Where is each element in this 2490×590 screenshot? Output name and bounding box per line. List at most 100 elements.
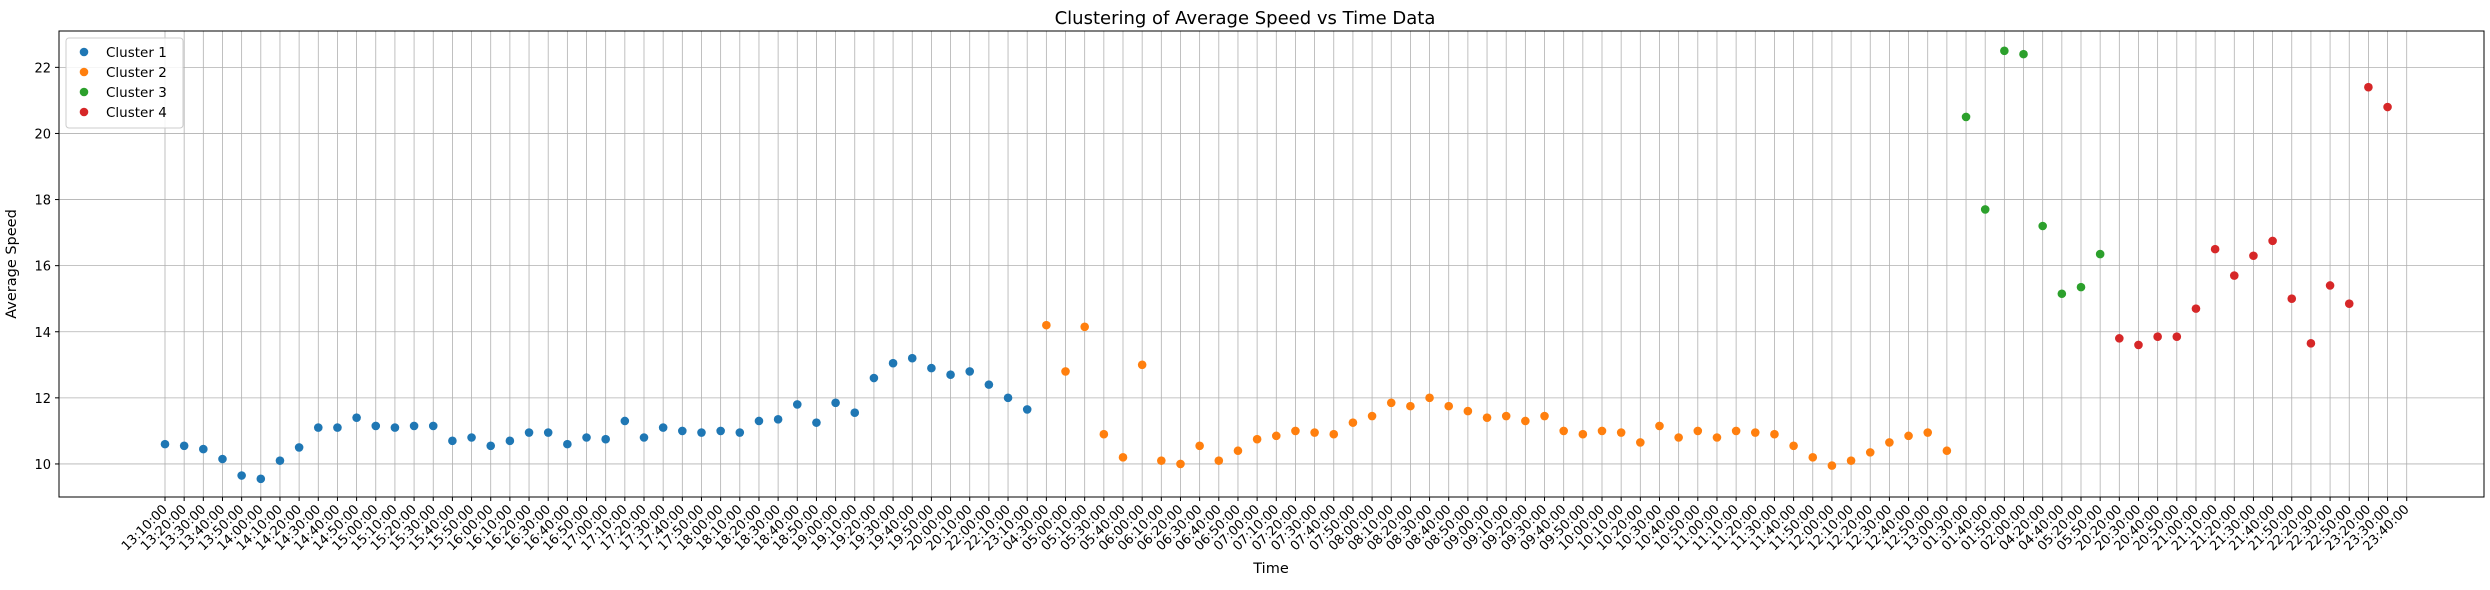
data-point xyxy=(2287,294,2297,304)
data-point xyxy=(2344,299,2354,308)
data-point xyxy=(1789,441,1798,451)
data-point xyxy=(294,443,304,452)
data-point xyxy=(2057,289,2067,299)
data-point xyxy=(1061,367,1070,376)
data-point xyxy=(869,373,879,383)
data-point xyxy=(907,353,917,363)
data-point xyxy=(965,367,975,376)
x-axis: 13:10:0013:20:0013:30:0013:40:0013:50:00… xyxy=(119,497,2413,554)
data-point xyxy=(1099,429,1109,439)
data-point xyxy=(1310,428,1319,437)
y-axis: 10 12 14 16 18 20 22 xyxy=(34,61,59,473)
data-point xyxy=(371,421,381,431)
data-point xyxy=(2019,49,2028,59)
data-point xyxy=(1022,405,1032,414)
legend-label: Cluster 1 xyxy=(106,45,167,61)
data-point xyxy=(2325,281,2335,290)
data-point xyxy=(2076,282,2086,292)
data-point xyxy=(1501,411,1511,421)
data-point xyxy=(1980,205,1990,214)
data-point xyxy=(275,456,285,465)
data-point xyxy=(1559,426,1568,436)
data-point xyxy=(1233,446,1243,456)
data-point xyxy=(2268,236,2277,246)
data-point xyxy=(333,423,342,432)
data-point xyxy=(2306,339,2316,348)
data-point xyxy=(1674,433,1683,442)
data-point xyxy=(179,441,189,451)
data-point xyxy=(735,428,745,437)
legend-marker xyxy=(79,107,89,117)
data-point xyxy=(1923,428,1933,437)
data-point xyxy=(1540,411,1549,421)
data-point xyxy=(888,358,898,368)
data-point xyxy=(792,400,802,409)
x-axis-label: Time xyxy=(1252,561,1289,577)
legend-label: Cluster 3 xyxy=(106,85,167,101)
data-point xyxy=(1271,431,1281,441)
data-point xyxy=(1386,398,1396,408)
data-point xyxy=(697,428,706,437)
data-point xyxy=(218,454,227,464)
data-point xyxy=(2038,221,2047,231)
data-point xyxy=(1636,438,1645,447)
data-point xyxy=(409,421,419,431)
data-point xyxy=(1731,426,1741,436)
data-point xyxy=(1578,429,1588,439)
data-point xyxy=(448,436,457,446)
y-tick-label: 10 xyxy=(34,458,51,473)
data-point xyxy=(831,398,840,408)
y-tick-label: 12 xyxy=(34,392,51,407)
data-point xyxy=(812,418,821,427)
legend-marker xyxy=(79,87,89,97)
data-point xyxy=(2134,340,2143,350)
data-point xyxy=(1252,434,1262,444)
data-point xyxy=(1521,416,1530,426)
data-point xyxy=(2153,332,2162,342)
data-point xyxy=(1080,322,1089,332)
data-point xyxy=(1942,446,1952,456)
data-point xyxy=(2229,271,2239,280)
data-point xyxy=(1750,428,1760,437)
data-point xyxy=(620,416,630,426)
data-point xyxy=(1597,426,1607,436)
data-point xyxy=(1808,453,1818,462)
data-point xyxy=(850,408,860,418)
data-point xyxy=(1406,401,1415,411)
data-points xyxy=(160,46,2392,484)
data-point xyxy=(1003,393,1013,403)
legend-marker xyxy=(79,67,89,77)
data-point xyxy=(1865,448,1875,457)
data-point xyxy=(1770,429,1779,439)
data-point xyxy=(1827,461,1837,470)
legend-marker xyxy=(79,47,89,57)
data-point xyxy=(2115,334,2124,343)
data-point xyxy=(1693,426,1703,436)
data-point xyxy=(1655,421,1664,431)
data-point xyxy=(352,413,361,422)
data-point xyxy=(1291,426,1300,436)
data-point xyxy=(1961,112,1971,122)
data-point xyxy=(1367,411,1377,421)
data-point xyxy=(313,423,323,432)
data-point xyxy=(658,423,668,432)
data-point xyxy=(486,441,496,451)
data-point xyxy=(467,433,476,442)
data-point xyxy=(1195,441,1204,451)
data-point xyxy=(563,439,572,449)
data-point xyxy=(2172,332,2182,342)
data-point xyxy=(1042,320,1051,330)
data-point xyxy=(237,471,246,480)
data-point xyxy=(390,423,400,432)
data-point xyxy=(1348,418,1358,427)
data-point xyxy=(2210,244,2220,254)
data-point xyxy=(256,474,266,484)
data-point xyxy=(1444,401,1454,411)
data-point xyxy=(1329,429,1339,439)
data-point xyxy=(773,415,783,424)
plot-frame xyxy=(58,30,2485,498)
data-point xyxy=(1463,406,1473,416)
data-point xyxy=(1214,456,1224,465)
data-point xyxy=(2191,304,2201,313)
